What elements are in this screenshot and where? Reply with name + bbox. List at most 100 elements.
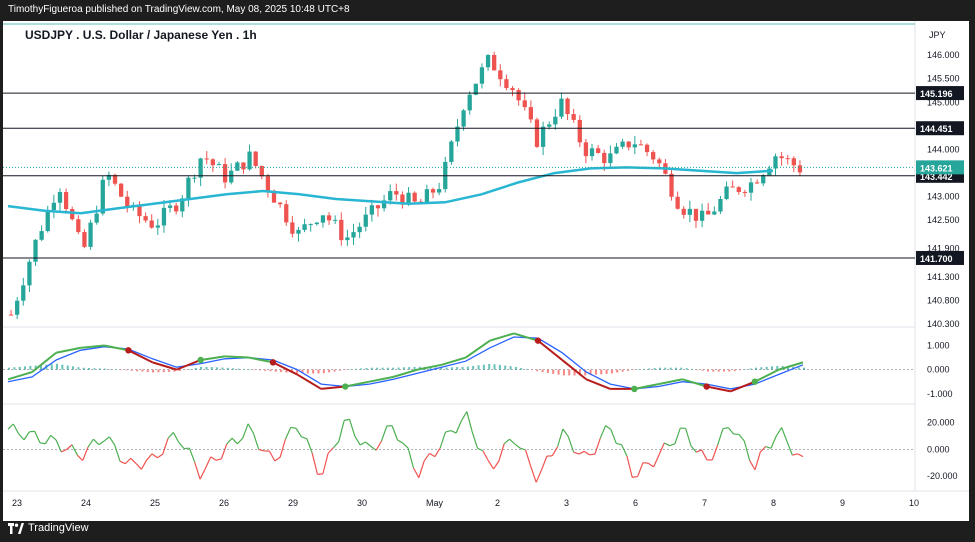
osc2-segment xyxy=(188,448,196,463)
osc2-segment xyxy=(647,462,654,468)
osc1-histogram-bar xyxy=(285,369,288,373)
osc1-cross-dot xyxy=(703,383,710,390)
osc1-histogram-bar xyxy=(114,369,117,370)
osc1-histogram-bar xyxy=(738,369,741,371)
candle-body xyxy=(210,159,216,166)
osc1-histogram-bar xyxy=(584,369,587,376)
time-tick-label: 9 xyxy=(840,498,845,508)
osc2-segment xyxy=(669,443,676,447)
osc1-histogram-bar xyxy=(24,366,27,370)
osc2-segment xyxy=(140,459,148,470)
osc1-fast-segment xyxy=(321,385,346,390)
osc1-histogram-bar xyxy=(317,369,320,374)
candle-body xyxy=(430,189,436,193)
osc1-fast-segment xyxy=(224,355,249,359)
chart-svg[interactable]: USDJPY . U.S. Dollar / Japanese Yen . 1h… xyxy=(3,21,969,521)
candle-body xyxy=(571,114,576,120)
osc1-histogram-bar xyxy=(605,369,608,374)
candle-body xyxy=(33,239,38,262)
osc2-segment xyxy=(503,438,510,445)
osc1-fast-segment xyxy=(658,378,683,386)
price-tick-label: 142.500 xyxy=(927,215,960,225)
osc1-fast-segment xyxy=(7,371,33,381)
osc1-histogram-bar xyxy=(594,369,597,375)
osc2-segment xyxy=(258,448,265,452)
osc2-segment xyxy=(242,423,249,439)
candle-body xyxy=(547,124,552,127)
osc1-histogram-bar xyxy=(690,369,693,370)
osc2-segment xyxy=(616,442,622,446)
time-tick-label: 7 xyxy=(702,498,707,508)
candle-body xyxy=(174,205,179,212)
osc1-histogram-bar xyxy=(322,369,325,374)
osc1-fast-segment xyxy=(706,385,731,393)
osc2-segment xyxy=(632,475,638,478)
osc2-segment xyxy=(359,441,366,446)
osc1-histogram-bar xyxy=(680,367,683,370)
osc1-histogram-bar xyxy=(669,367,672,370)
osc1-histogram-bar xyxy=(72,366,75,370)
osc1-histogram-bar xyxy=(184,369,187,371)
osc1-tick-label: 1.000 xyxy=(927,340,950,350)
osc1-histogram-bar xyxy=(56,363,59,370)
osc1-histogram-bar xyxy=(760,367,763,370)
candle-body xyxy=(718,198,723,212)
osc1-histogram-bar xyxy=(642,368,645,370)
osc1-histogram-bar xyxy=(296,369,299,374)
osc1-fast-segment xyxy=(104,344,129,352)
osc2-segment xyxy=(535,469,543,483)
time-tick-label: 3 xyxy=(564,498,569,508)
candle-body xyxy=(296,229,301,234)
osc1-histogram-bar xyxy=(61,364,64,370)
time-tick-label: 10 xyxy=(909,498,919,508)
osc1-histogram-bar xyxy=(221,367,224,370)
osc1-histogram-bar xyxy=(525,369,528,370)
osc1-histogram-bar xyxy=(626,369,629,371)
osc2-segment xyxy=(76,454,84,461)
osc1-histogram-bar xyxy=(664,367,667,370)
osc1-histogram-bar xyxy=(274,369,277,372)
osc1-histogram-bar xyxy=(168,369,171,372)
osc1-cross-dot xyxy=(631,385,638,393)
candle-body xyxy=(583,142,589,157)
osc1-histogram-bar xyxy=(226,367,229,370)
osc2-segment xyxy=(524,449,532,468)
osc1-histogram-bar xyxy=(248,369,251,371)
candle-body xyxy=(461,110,466,127)
osc1-tick-label: 0.000 xyxy=(927,365,950,375)
osc1-histogram-bar xyxy=(578,369,581,376)
osc2-segment xyxy=(434,447,441,457)
osc1-histogram-bar xyxy=(504,365,507,370)
candle-body xyxy=(198,158,203,178)
candle-body xyxy=(351,232,356,238)
osc2-segment xyxy=(391,425,399,441)
osc2-segment xyxy=(344,418,350,422)
osc1-fast-segment xyxy=(513,332,539,342)
osc1-histogram-bar xyxy=(50,364,53,370)
candle-body xyxy=(76,219,81,233)
candle-body xyxy=(63,192,69,210)
osc2-segment xyxy=(290,426,297,429)
osc2-segment xyxy=(690,445,697,453)
chart-area[interactable]: USDJPY . U.S. Dollar / Japanese Yen . 1h… xyxy=(3,21,969,521)
osc1-cross-dot xyxy=(269,359,277,366)
osc2-segment xyxy=(583,450,590,456)
candle-body xyxy=(320,215,326,223)
osc1-histogram-bar xyxy=(189,368,192,370)
osc1-histogram-bar xyxy=(482,364,485,370)
candle-body xyxy=(675,196,680,209)
osc1-fast-segment xyxy=(128,349,153,364)
osc1-histogram-bar xyxy=(216,367,219,370)
candle-body xyxy=(779,156,784,159)
osc1-histogram-bar xyxy=(493,364,496,370)
candle-body xyxy=(534,119,540,147)
candle-body xyxy=(314,222,319,225)
price-tick-label: 140.800 xyxy=(927,295,960,305)
osc2-segment xyxy=(759,446,767,453)
osc1-cross-dot xyxy=(197,356,204,364)
osc2-segment xyxy=(610,429,617,444)
osc2-segment xyxy=(482,450,489,461)
osc1-histogram-bar xyxy=(717,369,720,372)
osc2-segment xyxy=(562,428,569,437)
price-tick-label: 141.300 xyxy=(927,272,960,282)
